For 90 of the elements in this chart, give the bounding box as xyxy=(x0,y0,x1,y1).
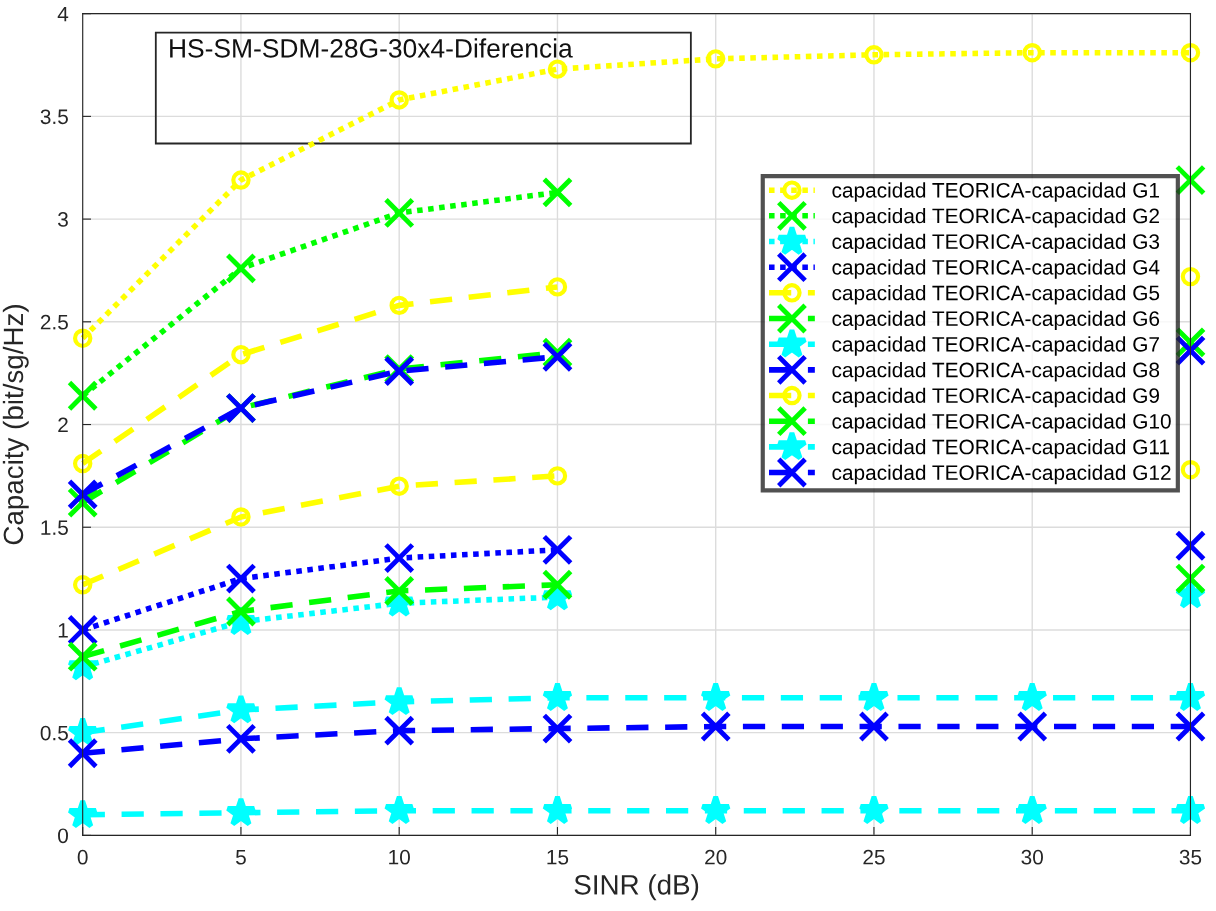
legend-label: capacidad TEORICA-capacidad G5 xyxy=(832,285,1160,305)
x-tick-label: 0 xyxy=(77,849,88,865)
point xyxy=(541,569,574,601)
point xyxy=(1016,794,1048,825)
point xyxy=(383,575,415,607)
point xyxy=(1180,42,1201,63)
point xyxy=(383,714,415,747)
point xyxy=(383,542,415,574)
point xyxy=(858,794,890,825)
point xyxy=(225,595,257,628)
x-tick-label: 20 xyxy=(705,849,727,865)
point xyxy=(541,176,574,209)
point xyxy=(858,710,890,743)
point xyxy=(547,59,568,79)
y-tick-label: 1 xyxy=(58,623,68,638)
point xyxy=(231,507,251,527)
point xyxy=(389,295,409,316)
point xyxy=(231,344,251,365)
point xyxy=(700,681,732,712)
point xyxy=(1174,164,1207,196)
point xyxy=(383,197,415,229)
point xyxy=(383,794,415,825)
x-tick-label: 10 xyxy=(389,849,410,865)
point xyxy=(67,716,99,747)
legend-label: capacidad TEORICA-capacidad G8 xyxy=(832,362,1160,382)
point xyxy=(225,252,257,285)
point xyxy=(700,710,732,743)
point xyxy=(72,328,93,348)
y-axis-title: Capacity (bit/sg/Hz) xyxy=(2,305,29,545)
point xyxy=(547,466,568,486)
point xyxy=(225,562,257,595)
y-tick-label: 2.5 xyxy=(40,314,68,330)
legend-label: capacidad TEORICA-capacidad G10 xyxy=(832,413,1171,433)
legend-label: capacidad TEORICA-capacidad G12 xyxy=(832,464,1171,485)
point xyxy=(1016,710,1048,743)
point xyxy=(541,681,574,712)
point xyxy=(1016,681,1048,712)
x-tick-label: 5 xyxy=(235,850,246,865)
point xyxy=(541,794,574,825)
y-tick-label: 3 xyxy=(58,212,68,227)
point xyxy=(231,170,251,190)
point xyxy=(72,453,93,474)
point xyxy=(67,478,99,510)
point xyxy=(1174,794,1207,825)
point xyxy=(67,641,99,673)
point xyxy=(389,90,409,110)
point xyxy=(1174,710,1207,743)
point xyxy=(541,712,574,745)
legend-label: capacidad TEORICA-capacidad G1 xyxy=(832,182,1159,202)
legend-label: capacidad TEORICA-capacidad G4 xyxy=(832,259,1160,279)
legend-label: capacidad TEORICA-capacidad G2 xyxy=(832,208,1159,228)
point xyxy=(225,796,257,827)
point xyxy=(1174,562,1207,595)
y-tick-label: 1.5 xyxy=(41,520,68,535)
legend-label: capacidad TEORICA-capacidad G7 xyxy=(832,336,1159,356)
point xyxy=(1174,681,1207,712)
point xyxy=(67,614,99,646)
point xyxy=(864,45,884,65)
y-tick-label: 4 xyxy=(57,6,69,22)
point xyxy=(67,798,99,829)
x-tick-label: 30 xyxy=(1021,849,1043,865)
legend-label: capacidad TEORICA-capacidad G9 xyxy=(832,387,1160,408)
point xyxy=(225,693,257,724)
point xyxy=(705,49,726,69)
x-tick-label: 15 xyxy=(547,850,569,865)
point xyxy=(858,681,890,712)
point xyxy=(1180,459,1201,480)
point xyxy=(72,575,93,595)
point xyxy=(541,534,574,566)
x-axis-title: SINR (dB) xyxy=(574,874,699,901)
point xyxy=(67,380,99,412)
legend-label: capacidad TEORICA-capacidad G11 xyxy=(832,439,1170,459)
point xyxy=(225,723,257,755)
point xyxy=(547,277,568,297)
y-tick-label: 0.5 xyxy=(40,725,68,741)
y-tick-label: 0 xyxy=(58,828,68,844)
legend-label: capacidad TEORICA-capacidad G6 xyxy=(832,310,1160,331)
point xyxy=(700,794,732,825)
x-tick-label: 25 xyxy=(863,849,885,865)
point xyxy=(67,737,99,769)
point xyxy=(389,476,409,496)
annotation: HS-SM-SDM-28G-30x4-Diferencia xyxy=(170,38,573,58)
point xyxy=(383,685,415,716)
legend-label: capacidad TEORICA-capacidad G3 xyxy=(832,233,1160,254)
x-tick-label: 35 xyxy=(1179,849,1202,865)
point xyxy=(1022,42,1042,63)
point xyxy=(1174,530,1207,562)
y-tick-label: 3.5 xyxy=(40,109,68,125)
y-tick-label: 2 xyxy=(58,417,68,433)
point xyxy=(1180,266,1201,287)
